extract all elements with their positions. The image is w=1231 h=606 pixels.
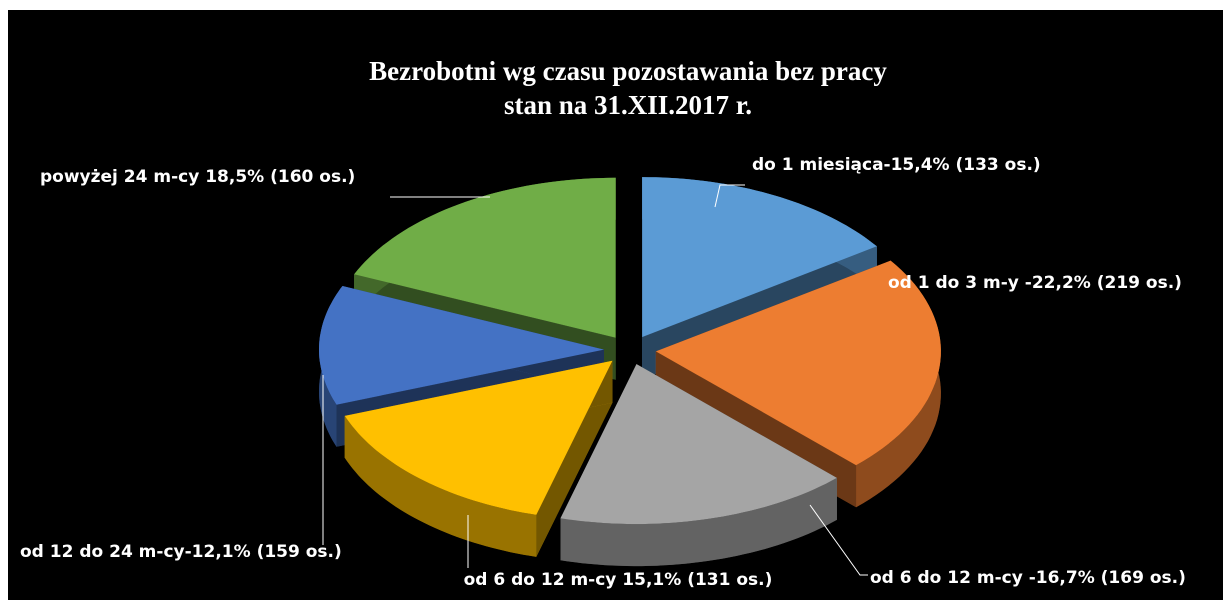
slice-side-shade	[344, 415, 537, 557]
slice-top	[655, 260, 941, 466]
slice-top	[354, 177, 616, 338]
data-label: od 6 do 12 m-cy -16,7% (169 os.)	[870, 568, 1186, 588]
slice-top	[560, 364, 837, 525]
slice	[560, 364, 837, 567]
leader-line	[714, 184, 745, 208]
slice-side-shade	[560, 477, 837, 567]
chart-subtitle: stan na 31.XII.2017 r.	[504, 90, 752, 120]
slice-top	[642, 177, 877, 338]
data-label: od 12 do 24 m-cy-12,1% (159 os.)	[20, 542, 342, 562]
slice-top	[344, 360, 613, 515]
data-label: od 6 do 12 m-cy 15,1% (131 os.)	[464, 570, 773, 590]
slice-side	[560, 477, 837, 567]
data-label: do 1 miesiąca-15,4% (133 os.)	[752, 155, 1041, 175]
slice-top	[319, 286, 604, 405]
chart-title: Bezrobotni wg czasu pozostawania bez pra…	[369, 56, 887, 86]
leader-line	[809, 504, 868, 576]
slice	[344, 360, 613, 557]
data-label: od 1 do 3 m-y -22,2% (219 os.)	[888, 273, 1182, 293]
slice-wall-shade	[536, 360, 613, 557]
data-label: powyżej 24 m-cy 18,5% (160 os.)	[40, 167, 355, 187]
slice-side	[344, 415, 537, 557]
